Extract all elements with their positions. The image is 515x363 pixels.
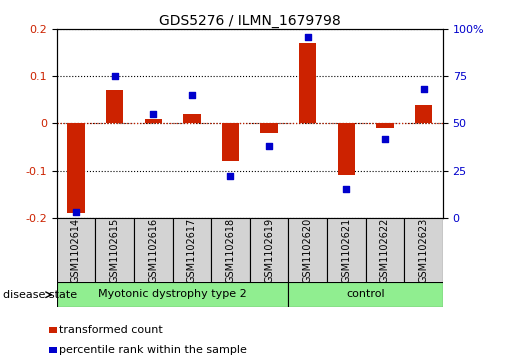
Bar (211, 218, 250, 283)
Point (110, 73, 118, 79)
Point (303, 34, 312, 40)
Point (381, 136, 389, 142)
Text: disease state: disease state (3, 290, 77, 300)
Text: GSM1102616: GSM1102616 (148, 218, 158, 283)
Point (226, 174, 234, 179)
Bar (134, 218, 173, 283)
Bar (173, 218, 211, 283)
Bar (49, 327, 57, 333)
Point (72, 209, 80, 215)
Text: GSM1102621: GSM1102621 (341, 218, 351, 283)
Text: GSM1102618: GSM1102618 (226, 218, 235, 283)
Bar (250, 218, 288, 283)
Text: control: control (346, 289, 385, 299)
Bar (327, 218, 366, 283)
Bar (222, 123, 239, 161)
Text: GSM1102614: GSM1102614 (71, 218, 81, 283)
Bar (338, 123, 355, 175)
Text: GSM1102623: GSM1102623 (419, 218, 428, 283)
Text: GSM1102622: GSM1102622 (380, 218, 390, 283)
Text: GSM1102620: GSM1102620 (303, 218, 313, 283)
Text: GSM1102619: GSM1102619 (264, 218, 274, 283)
Bar (261, 123, 278, 133)
Bar (404, 218, 443, 283)
Bar (57, 282, 288, 307)
Text: GSM1102617: GSM1102617 (187, 218, 197, 283)
Bar (288, 282, 443, 307)
Bar (415, 105, 432, 123)
Text: GSM1102615: GSM1102615 (110, 218, 119, 283)
Bar (299, 43, 316, 123)
Point (265, 143, 273, 149)
Bar (366, 218, 404, 283)
Text: transformed count: transformed count (59, 325, 163, 335)
Point (342, 187, 350, 192)
Bar (145, 119, 162, 123)
Point (187, 92, 196, 98)
Bar (49, 347, 57, 353)
Text: Myotonic dystrophy type 2: Myotonic dystrophy type 2 (98, 289, 247, 299)
Bar (183, 114, 200, 123)
Bar (376, 123, 393, 128)
Text: percentile rank within the sample: percentile rank within the sample (59, 345, 247, 355)
Point (419, 86, 427, 92)
Bar (288, 218, 327, 283)
Bar (57, 218, 95, 283)
Bar (95, 218, 134, 283)
Bar (106, 90, 123, 123)
Point (149, 111, 157, 117)
Title: GDS5276 / ILMN_1679798: GDS5276 / ILMN_1679798 (159, 14, 340, 28)
Bar (67, 123, 84, 213)
